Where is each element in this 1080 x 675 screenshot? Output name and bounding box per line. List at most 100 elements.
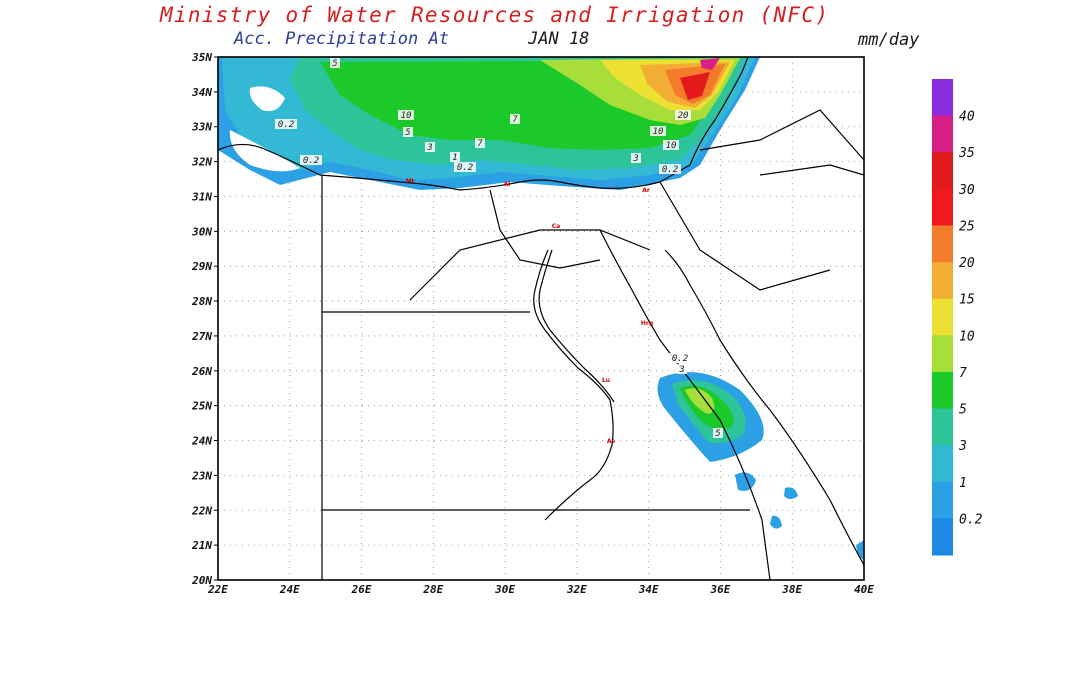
nile-river — [533, 249, 614, 521]
border-east-1 — [659, 181, 831, 291]
contour-label-bg — [677, 364, 687, 374]
contour-label: 0.2 — [672, 354, 688, 364]
colorbar-swatch — [932, 335, 953, 373]
lat-label: 35N — [191, 51, 212, 64]
city-marker: As — [607, 438, 616, 445]
precipitation-field — [218, 57, 864, 560]
contour-label-bg — [300, 155, 322, 165]
lat-label: 29N — [191, 260, 212, 273]
colorbar-swatch — [932, 115, 953, 153]
lat-label: 27N — [191, 330, 212, 343]
lon-label: 26E — [351, 583, 372, 596]
coastlines — [218, 57, 864, 580]
border-east-2 — [699, 109, 864, 161]
contour-label: 10 — [666, 141, 677, 151]
contour-label-bg — [398, 110, 414, 120]
lon-label: 30E — [494, 583, 515, 596]
colorbar-label: 10 — [959, 329, 975, 344]
precip-area-25 — [680, 72, 710, 100]
contour-label-bg — [403, 127, 413, 137]
lat-label: 21N — [191, 539, 212, 552]
lon-label: 32E — [566, 583, 587, 596]
contour-label-bg — [450, 152, 460, 162]
precip-area-7-south — [685, 388, 715, 414]
contour-label-bg — [275, 119, 297, 129]
lon-label: 22E — [207, 583, 228, 596]
colorbar-label: 20 — [959, 256, 975, 271]
latitude-labels: 35N 34N 33N 32N 31N 30N 29N 28N 27N 26N 25N 24N 23N 2… — [191, 51, 218, 587]
nile-river-branch — [538, 249, 615, 403]
contour-label: 0.2 — [278, 120, 294, 130]
colorbar-label: 25 — [959, 219, 975, 234]
dry-patch — [229, 130, 300, 172]
lon-label: 24E — [279, 583, 300, 596]
contour-label: 0.2 — [457, 163, 473, 173]
colorbar-label: 35 — [958, 146, 975, 161]
lat-label: 25N — [191, 400, 212, 413]
lon-label: 38E — [781, 583, 802, 596]
lat-label: 22N — [191, 504, 212, 517]
lat-label: 24N — [191, 435, 212, 448]
lat-label: 23N — [191, 469, 212, 482]
colorbar-label: 5 — [959, 403, 967, 418]
contour-label: 7 — [512, 115, 518, 125]
colorbar: 40 35 30 25 20 15 10 7 5 3 1 0.2 — [932, 79, 983, 556]
lat-label: 30N — [191, 225, 212, 238]
contour-label-bg — [631, 153, 641, 163]
contour-label: 5 — [405, 128, 410, 138]
contour-label: 3 — [678, 365, 684, 375]
lat-label: 26N — [191, 365, 212, 378]
lon-label: 28E — [422, 583, 443, 596]
precip-area-30 — [700, 58, 720, 70]
colorbar-swatch — [932, 225, 953, 263]
contour-label-bg — [425, 142, 435, 152]
gulf-of-suez-coast — [599, 229, 771, 580]
colorbar-swatch — [932, 79, 953, 117]
product-subtitle: Acc. Precipitation At — [234, 29, 449, 49]
colorbar-swatch — [932, 152, 953, 190]
contour-label-bg — [659, 164, 681, 174]
colorbar-swatch — [932, 518, 953, 556]
dry-patch — [249, 86, 285, 112]
red-sea-east-coast — [664, 249, 864, 566]
border-interior — [409, 229, 651, 301]
contour-label-bg — [650, 126, 666, 136]
contour-label-bg — [475, 138, 485, 148]
precip-patch — [784, 487, 798, 499]
map-frame — [217, 56, 865, 581]
colorbar-swatch — [932, 298, 953, 336]
border-interior-2 — [489, 189, 601, 269]
contour-label-bg — [510, 114, 520, 124]
valid-date: JAN 18 — [528, 29, 590, 49]
lat-label: 31N — [191, 190, 212, 203]
colorbar-swatch — [932, 408, 953, 446]
contour-label-bg — [713, 428, 723, 438]
colorbar-label: 1 — [959, 476, 967, 491]
lat-label: 33N — [191, 121, 212, 134]
colorbar-label: 40 — [959, 110, 975, 125]
lat-label: 20N — [191, 574, 212, 587]
lat-label: 34N — [191, 86, 212, 99]
contour-label: 3 — [426, 143, 432, 153]
city-marker: Lu — [602, 377, 610, 384]
contour-label: 7 — [477, 139, 483, 149]
precip-patch — [770, 515, 782, 529]
contour-label: 3 — [632, 154, 638, 164]
colorbar-label: 15 — [959, 293, 975, 308]
contour-label-bg — [663, 140, 679, 150]
contour-label-bg — [675, 110, 691, 120]
colorbar-swatch — [932, 481, 953, 519]
units-label: mm/day — [858, 30, 920, 50]
precip-patch — [735, 472, 756, 491]
contour-label: 5 — [715, 429, 720, 439]
lon-label: 40E — [854, 583, 874, 596]
contour-label: 10 — [401, 111, 412, 121]
lon-label: 34E — [638, 583, 659, 596]
contour-label-bg — [330, 58, 340, 68]
city-marker: Mt — [406, 178, 415, 185]
colorbar-swatch — [932, 262, 953, 300]
colorbar-swatch — [932, 188, 953, 226]
border-east-3 — [759, 164, 864, 176]
